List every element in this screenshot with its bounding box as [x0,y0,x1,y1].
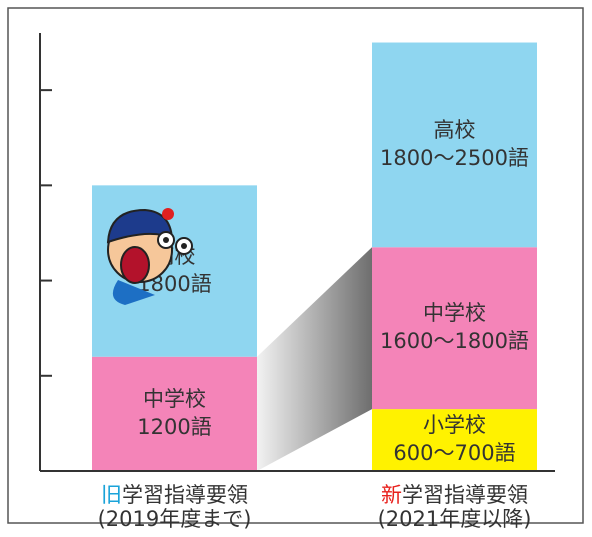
bar-segment [92,357,257,471]
x-tick-note: (2019年度まで) [98,507,252,531]
x-tick-label: 新学習指導要領 [381,483,528,507]
segment-name: 中学校 [143,387,206,411]
segment-value-label: 1800〜2500語 [380,146,529,170]
segment-value-label: 600〜700語 [393,441,515,465]
x-tick-note: (2021年度以降) [378,507,532,531]
segment-name: 中学校 [423,301,486,325]
segment-value-label: 1200語 [137,415,211,439]
segment-name: 小学校 [423,413,486,437]
segment-value-label: 1600〜1800語 [380,329,529,353]
chart: 中学校1200語高校1800語小学校600〜700語中学校1600〜1800語高… [0,0,592,533]
bar-segment [372,247,537,409]
segment-name: 高校 [434,118,476,142]
x-tick-label: 旧学習指導要領 [101,483,248,507]
bar-segment [372,43,537,248]
